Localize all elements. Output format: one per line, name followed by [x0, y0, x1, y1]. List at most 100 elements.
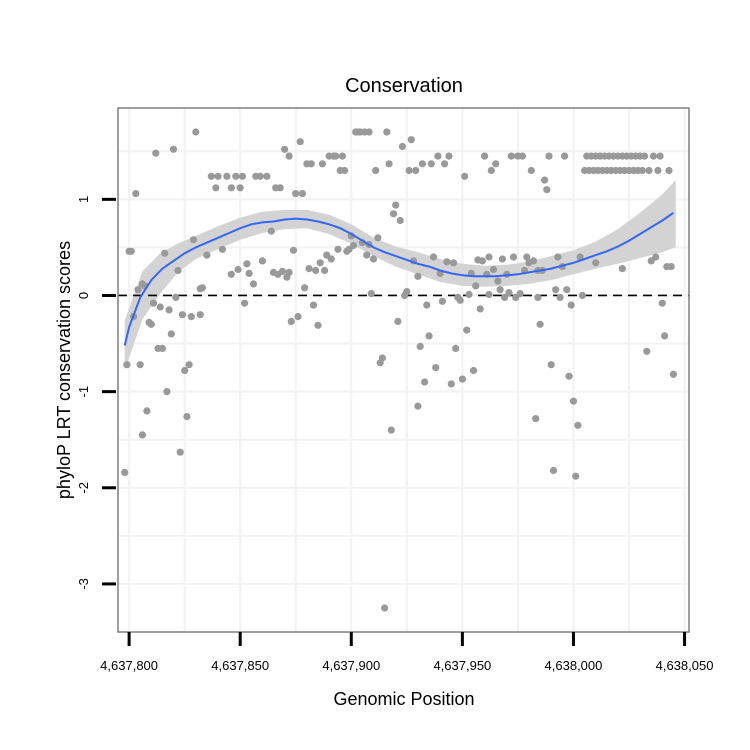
data-point [492, 160, 500, 168]
data-point [263, 172, 271, 180]
x-tick-label: 4,637,950 [433, 658, 491, 673]
data-point [287, 317, 295, 325]
data-point [592, 259, 600, 267]
smooth-line-layer [123, 211, 674, 346]
data-point [618, 265, 626, 273]
data-point [149, 299, 158, 307]
data-point [481, 152, 489, 160]
data-point [543, 186, 551, 194]
data-point [487, 166, 495, 175]
data-point [523, 253, 531, 261]
data-point [645, 166, 653, 175]
data-point [189, 236, 198, 244]
data-point [452, 344, 460, 352]
data-point [463, 326, 471, 334]
data-point [309, 301, 318, 309]
data-point [223, 172, 231, 180]
data-point [196, 285, 204, 293]
data-point [152, 149, 160, 157]
data-point [547, 361, 555, 369]
data-point [258, 257, 266, 265]
data-point [369, 255, 378, 263]
data-point [241, 299, 249, 307]
data-point [338, 152, 346, 160]
data-point [183, 413, 191, 421]
data-point [469, 366, 478, 375]
data-point [278, 267, 286, 275]
data-point [132, 190, 140, 198]
data-point [536, 320, 544, 328]
data-point [563, 286, 571, 294]
data-point [285, 268, 293, 276]
data-point [654, 166, 662, 175]
data-point [267, 227, 275, 235]
x-tick-label: 4,638,000 [545, 658, 603, 673]
data-point [305, 265, 313, 273]
data-point [443, 258, 451, 266]
data-point [445, 152, 453, 160]
data-point [414, 402, 422, 410]
data-point [441, 160, 449, 168]
data-point [143, 407, 151, 415]
scatter-points [121, 128, 678, 612]
data-point [289, 246, 298, 254]
data-point [381, 604, 389, 612]
data-point [552, 286, 560, 294]
data-point [574, 421, 582, 429]
data-point [365, 128, 373, 136]
data-point [374, 234, 382, 242]
data-point [314, 321, 322, 329]
data-point [534, 293, 542, 301]
data-point [232, 172, 240, 180]
x-tick-label: 4,638,050 [656, 658, 714, 673]
data-point [234, 265, 242, 274]
data-point [245, 269, 253, 277]
data-point [276, 184, 284, 192]
data-point [396, 216, 404, 225]
data-point [432, 364, 440, 372]
data-point [285, 152, 293, 160]
data-point [127, 247, 135, 255]
data-point [227, 184, 235, 192]
data-point [363, 251, 371, 259]
data-point [383, 128, 391, 136]
data-point [298, 190, 306, 198]
data-point [167, 330, 175, 338]
data-point [434, 152, 442, 160]
y-tick-label: 1 [76, 196, 91, 203]
data-point [667, 263, 675, 271]
data-point [341, 166, 349, 175]
data-point [281, 145, 289, 153]
data-point [165, 306, 173, 314]
data-point [349, 241, 358, 250]
data-point [652, 253, 660, 261]
data-point [301, 284, 309, 292]
data-point [485, 253, 493, 261]
data-point [136, 361, 144, 369]
data-point [447, 380, 455, 388]
x-tick-label: 4,637,800 [100, 658, 158, 673]
data-point [372, 166, 380, 175]
data-point [156, 303, 164, 311]
data-point [243, 260, 251, 268]
x-axis-label: Genomic Position [333, 689, 474, 709]
data-point [123, 361, 131, 369]
confidence-band [124, 180, 676, 371]
data-point [416, 342, 424, 350]
data-point [403, 288, 411, 296]
data-point [169, 145, 178, 153]
data-point [569, 397, 578, 405]
smooth-line [123, 211, 674, 346]
data-point [649, 152, 658, 160]
data-point [292, 190, 300, 198]
data-point [238, 172, 246, 180]
data-point [529, 257, 538, 265]
data-point [176, 448, 184, 456]
data-point [485, 290, 493, 299]
data-point [458, 375, 466, 383]
data-point [507, 152, 515, 160]
chart-title: Conservation [345, 75, 463, 97]
data-point [187, 313, 195, 321]
data-point [196, 311, 204, 319]
data-point [541, 176, 549, 184]
